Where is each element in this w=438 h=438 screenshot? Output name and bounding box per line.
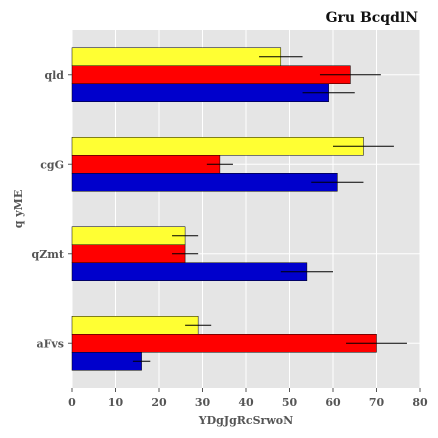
y-axis-ticks: qld cgG qZmt aFvs [32, 69, 72, 350]
x-tick-label: 0 [68, 396, 76, 409]
bar-qZmt-1 [71, 244, 186, 263]
bar-cgG-0 [71, 137, 364, 156]
y-axis-label: q yME [12, 190, 25, 228]
x-axis-label: YDgJgRcSrwoN [198, 414, 293, 427]
bar-qZmt-2 [71, 262, 308, 281]
bars [71, 47, 407, 371]
bar-aFvs-0 [71, 316, 199, 335]
x-tick-label: 80 [412, 396, 428, 409]
bar-qld-1 [71, 65, 351, 84]
x-tick-label: 30 [195, 396, 211, 409]
bar-qld-2 [71, 83, 329, 102]
x-tick-label: 60 [325, 396, 341, 409]
bar-qld-0 [71, 47, 282, 66]
x-tick-label: 40 [238, 396, 254, 409]
y-tick-label: qld [44, 69, 64, 82]
bar-cgG-1 [71, 155, 221, 174]
chart-title: Gru BcqdlN [326, 10, 419, 26]
bar-aFvs-1 [71, 334, 377, 353]
x-tick-label: 50 [282, 396, 298, 409]
y-tick-label: cgG [40, 158, 64, 171]
x-tick-label: 10 [108, 396, 124, 409]
x-axis-ticks: 0 10 20 30 40 50 60 70 80 [68, 388, 428, 409]
x-tick-label: 20 [151, 396, 167, 409]
bar-qZmt-0 [71, 226, 186, 245]
x-tick-label: 70 [369, 396, 385, 409]
y-tick-label: qZmt [32, 248, 65, 261]
y-tick-label: aFvs [36, 337, 64, 350]
bar-aFvs-2 [71, 352, 142, 371]
bar-cgG-2 [71, 173, 338, 192]
